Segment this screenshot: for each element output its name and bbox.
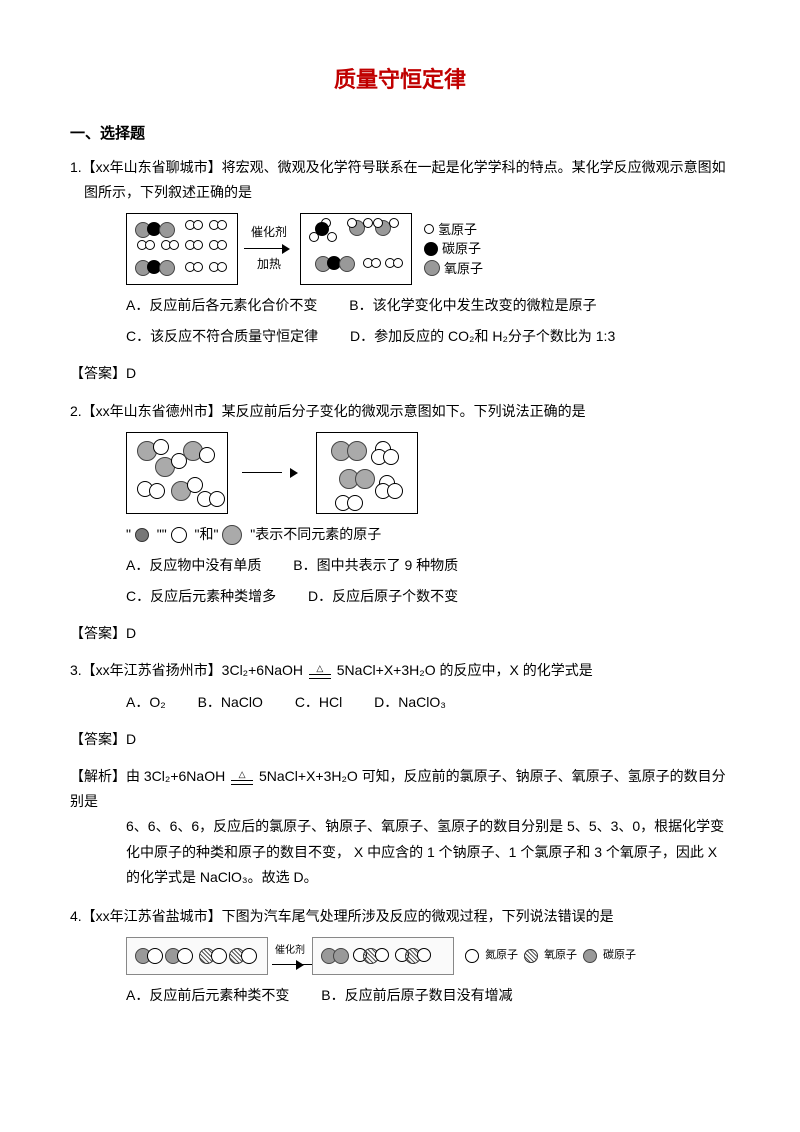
q4-opt-b: B．反应前后原子数目没有增减 — [321, 987, 512, 1003]
q3-opt-a: A．O₂ — [126, 694, 166, 710]
q4-leg-n: 氮原子 — [485, 946, 518, 966]
q3-stem-b: 5NaCl+X+3H₂O 的反应中，X 的化学式是 — [337, 662, 593, 678]
q3-stem: 3.【xx年江苏省扬州市】3Cl₂+6NaOH △ 5NaCl+X+3H₂O 的… — [70, 658, 730, 683]
q2-arrow — [242, 468, 302, 478]
q4-n-icon — [465, 949, 479, 963]
q1-options-row1: A．反应前后各元素化合价不变 B．该化学变化中发生改变的微粒是原子 — [126, 293, 730, 318]
q3-options: A．O₂ B．NaClO C．HCl D．NaClO₃ — [126, 690, 730, 715]
q2-left-box — [126, 432, 228, 514]
q3-expl-a: 【解析】由 3Cl₂+6NaOH — [70, 768, 225, 784]
q2-note2: "" — [157, 526, 167, 542]
q4-leg-o: 氧原子 — [544, 946, 577, 966]
question-2: 2.【xx年山东省德州市】某反应前后分子变化的微观示意图如下。下列说法正确的是 — [70, 399, 730, 610]
q4-options-row1: A．反应前后元素种类不变 B．反应前后原子数目没有增减 — [126, 983, 730, 1008]
q2-stem: 2.【xx年山东省德州市】某反应前后分子变化的微观示意图如下。下列说法正确的是 — [70, 399, 730, 424]
q3-explain-2: 6、6、6、6，反应后的氯原子、钠原子、氧原子、氢原子的数目分别是 5、5、3、… — [126, 814, 730, 890]
q2-options-row1: A．反应物中没有单质 B．图中共表示了 9 种物质 — [126, 553, 730, 578]
q4-o-icon — [524, 949, 538, 963]
q3-opt-c: C．HCl — [295, 694, 342, 710]
reaction-condition-icon: △ — [309, 664, 331, 679]
q2-note3: "和" — [195, 526, 219, 542]
question-3: 3.【xx年江苏省扬州市】3Cl₂+6NaOH △ 5NaCl+X+3H₂O 的… — [70, 658, 730, 714]
q2-answer: 【答案】D — [70, 621, 730, 646]
legend-o: 氧原子 — [444, 259, 483, 279]
q4-left-box — [126, 937, 268, 975]
q4-c-icon — [583, 949, 597, 963]
q1-diagram: 催化剂 加热 氢原子 碳原子 氧原子 — [126, 213, 730, 285]
q2-opt-a: A．反应物中没有单质 — [126, 557, 261, 573]
hydrogen-atom-icon — [424, 224, 434, 234]
q3-explain: 【解析】由 3Cl₂+6NaOH △ 5NaCl+X+3H₂O 可知，反应前的氯… — [70, 764, 730, 814]
q1-opt-c: C．该反应不符合质量守恒定律 — [126, 328, 318, 344]
q1-options-row2: C．该反应不符合质量守恒定律 D．参加反应的 CO₂和 H₂分子个数比为 1:3 — [126, 324, 730, 349]
q1-arrow-bottom: 加热 — [257, 254, 281, 276]
q2-options-row2: C．反应后元素种类增多 D．反应后原子个数不变 — [126, 584, 730, 609]
q4-legend: 氮原子 氧原子 碳原子 — [462, 946, 639, 966]
oxygen-atom-icon — [424, 260, 440, 276]
q4-diagram: 催化剂 氮原子 氧原子 碳原子 — [126, 937, 730, 975]
q3-opt-d: D．NaClO₃ — [374, 694, 446, 710]
q3-answer: 【答案】D — [70, 727, 730, 752]
page-title: 质量守恒定律 — [70, 60, 730, 100]
atom-gray-icon — [222, 525, 242, 545]
q1-arrow-top: 催化剂 — [251, 222, 287, 244]
q2-note1: " — [126, 526, 131, 542]
q4-leg-c: 碳原子 — [603, 946, 636, 966]
q2-opt-b: B．图中共表示了 9 种物质 — [293, 557, 458, 573]
legend-c: 碳原子 — [442, 239, 481, 259]
q1-answer: 【答案】D — [70, 361, 730, 386]
q1-opt-a: A．反应前后各元素化合价不变 — [126, 297, 317, 313]
q1-left-box — [126, 213, 238, 285]
carbon-atom-icon — [424, 242, 438, 256]
q2-opt-c: C．反应后元素种类增多 — [126, 588, 276, 604]
q4-right-box — [312, 937, 454, 975]
q1-stem: 1.【xx年山东省聊城市】将宏观、微观及化学符号联系在一起是化学学科的特点。某化… — [84, 155, 730, 205]
question-1: 1.【xx年山东省聊城市】将宏观、微观及化学符号联系在一起是化学学科的特点。某化… — [70, 155, 730, 350]
q3-opt-b: B．NaClO — [198, 694, 263, 710]
q2-note4: "表示不同元素的原子 — [250, 526, 381, 542]
q1-opt-b: B．该化学变化中发生改变的微粒是原子 — [349, 297, 596, 313]
q4-opt-a: A．反应前后元素种类不变 — [126, 987, 289, 1003]
q2-right-box — [316, 432, 418, 514]
section-heading: 一、选择题 — [70, 120, 730, 147]
q4-arrow: 催化剂 — [272, 942, 308, 970]
question-4: 4.【xx年江苏省盐城市】下图为汽车尾气处理所涉及反应的微观过程，下列说法错误的… — [70, 904, 730, 1008]
q3-stem-a: 3.【xx年江苏省扬州市】3Cl₂+6NaOH — [70, 662, 303, 678]
reaction-condition-icon: △ — [231, 770, 253, 785]
q2-note: " "" "和" "表示不同元素的原子 — [126, 522, 730, 547]
q1-legend: 氢原子 碳原子 氧原子 — [424, 220, 483, 279]
atom-white-icon — [171, 527, 187, 543]
q1-opt-d: D．参加反应的 CO₂和 H₂分子个数比为 1:3 — [350, 328, 615, 344]
q2-opt-d: D．反应后原子个数不变 — [308, 588, 458, 604]
atom-dark-icon — [135, 528, 149, 542]
q2-diagram — [126, 432, 730, 514]
q4-arrow-label: 催化剂 — [275, 942, 305, 960]
q1-right-box — [300, 213, 412, 285]
q1-arrow: 催化剂 加热 — [244, 222, 294, 275]
legend-h: 氢原子 — [438, 220, 477, 240]
q4-stem: 4.【xx年江苏省盐城市】下图为汽车尾气处理所涉及反应的微观过程，下列说法错误的… — [70, 904, 730, 929]
